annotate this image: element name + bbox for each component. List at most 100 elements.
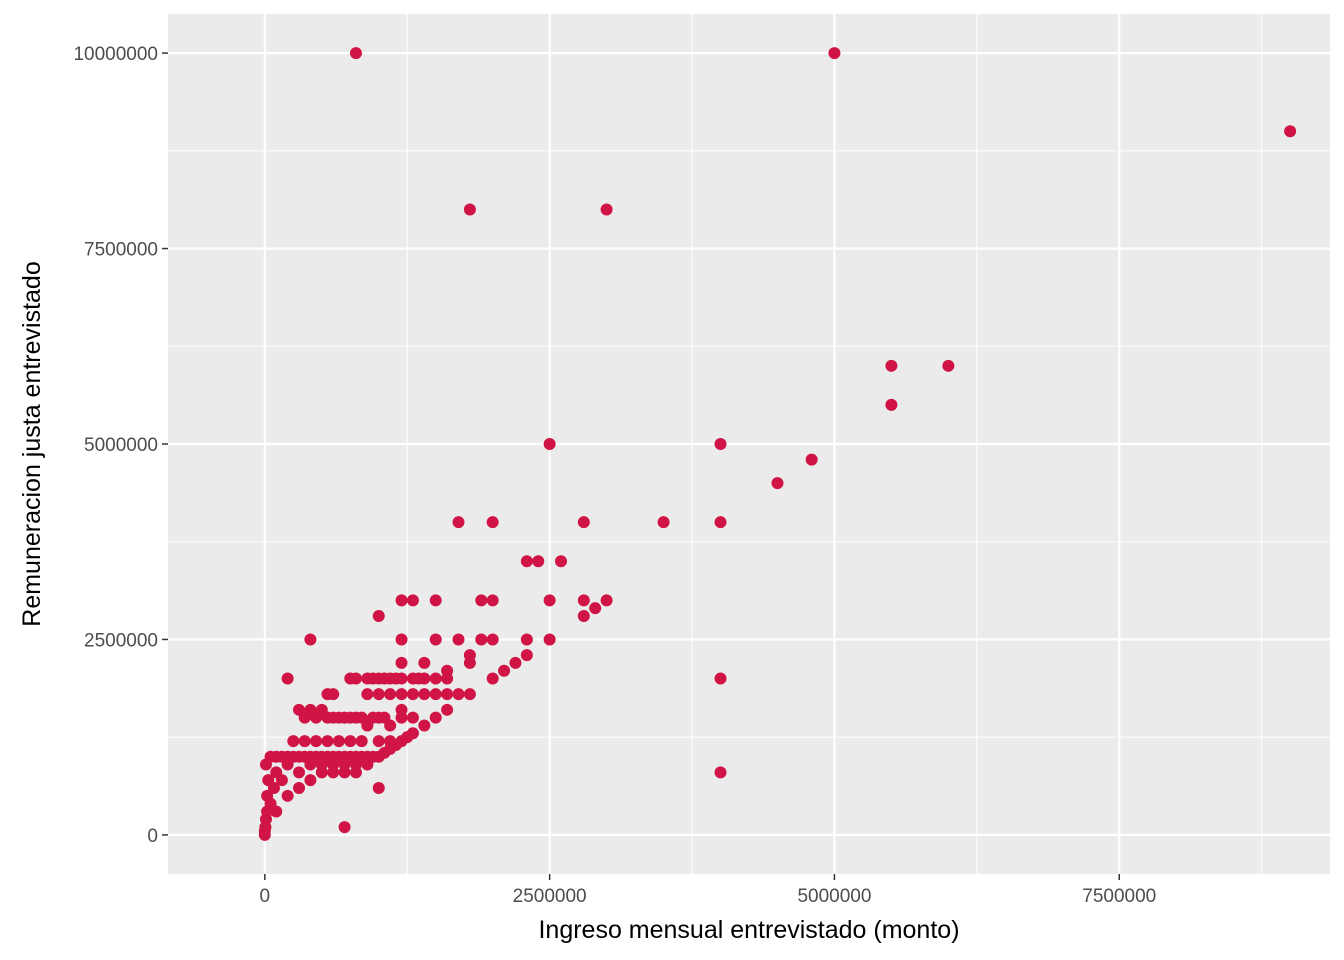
data-point: [942, 359, 955, 372]
x-axis-ticks: 0 2500000 5000000 7500000: [260, 874, 1156, 907]
data-point: [406, 688, 419, 701]
data-point: [281, 789, 294, 802]
y-tick-label: 2500000: [84, 630, 158, 651]
data-point: [327, 711, 340, 724]
data-point: [429, 594, 442, 607]
data-point: [589, 602, 602, 615]
y-tick-label: 10000000: [73, 44, 158, 65]
data-point: [372, 711, 385, 724]
data-point: [344, 735, 357, 748]
data-point: [498, 664, 511, 677]
y-axis-ticks: 0 2500000 5000000 7500000 10000000: [73, 44, 168, 847]
data-point: [349, 711, 362, 724]
data-point: [714, 766, 727, 779]
data-point: [543, 633, 556, 646]
data-point: [372, 735, 385, 748]
data-point: [310, 735, 323, 748]
data-point: [395, 633, 408, 646]
data-point: [310, 711, 323, 724]
data-point: [372, 782, 385, 794]
data-point: [293, 782, 306, 794]
y-axis-title: Remuneracion justa entrevistado: [18, 261, 46, 626]
data-point: [600, 203, 613, 216]
data-point: [486, 633, 499, 646]
y-tick-label: 7500000: [84, 240, 158, 261]
data-point: [475, 594, 488, 607]
data-point: [714, 672, 727, 685]
data-point: [304, 633, 317, 646]
data-point: [1284, 125, 1297, 138]
data-point: [355, 735, 368, 748]
data-point: [429, 711, 442, 724]
data-point: [463, 656, 476, 669]
data-point: [771, 477, 784, 490]
x-tick-label: 5000000: [797, 886, 871, 907]
data-point: [885, 398, 898, 411]
data-point: [828, 47, 841, 60]
data-point: [372, 610, 385, 622]
data-point: [520, 649, 533, 662]
data-point: [486, 594, 499, 607]
data-point: [321, 735, 334, 748]
data-point: [486, 672, 499, 685]
data-point: [805, 453, 818, 466]
data-point: [384, 719, 397, 732]
data-point: [543, 594, 556, 607]
data-points: [258, 47, 1297, 841]
data-point: [520, 633, 533, 646]
data-point: [281, 672, 294, 685]
data-point: [441, 688, 454, 701]
data-point: [463, 688, 476, 701]
data-point: [259, 821, 272, 834]
data-point: [298, 735, 311, 748]
data-point: [315, 766, 328, 779]
data-point: [418, 656, 431, 669]
data-point: [577, 610, 590, 622]
data-point: [406, 711, 419, 724]
data-point: [270, 805, 283, 818]
y-tick-label: 0: [147, 826, 158, 847]
data-point: [281, 758, 294, 771]
x-axis-title: Ingreso mensual entrevistado (monto): [538, 916, 959, 944]
data-point: [577, 516, 590, 529]
data-point: [367, 672, 380, 685]
data-point: [321, 688, 334, 701]
data-point: [361, 758, 374, 771]
data-point: [304, 758, 317, 771]
x-tick-label: 7500000: [1082, 886, 1156, 907]
data-point: [378, 746, 391, 759]
data-point: [555, 555, 568, 568]
data-point: [275, 774, 288, 787]
data-point: [395, 594, 408, 607]
data-point: [259, 758, 272, 771]
data-point: [349, 766, 362, 779]
data-point: [463, 203, 476, 216]
data-point: [338, 711, 351, 724]
data-point: [429, 633, 442, 646]
data-point: [452, 633, 465, 646]
data-point: [349, 47, 362, 60]
data-point: [714, 516, 727, 529]
x-tick-label: 2500000: [513, 886, 587, 907]
data-point: [452, 516, 465, 529]
data-point: [327, 766, 340, 779]
data-point: [372, 688, 385, 701]
data-point: [395, 688, 408, 701]
data-point: [441, 672, 454, 685]
data-point: [395, 656, 408, 669]
data-point: [520, 555, 533, 568]
data-point: [532, 555, 545, 568]
data-point: [267, 782, 280, 794]
data-point: [429, 672, 442, 685]
data-point: [384, 688, 397, 701]
data-point: [338, 766, 351, 779]
data-point: [441, 703, 454, 716]
data-point: [344, 672, 357, 685]
data-point: [406, 594, 419, 607]
data-point: [338, 821, 351, 834]
x-tick-label: 0: [260, 886, 271, 907]
data-point: [361, 719, 374, 732]
data-point: [543, 438, 556, 450]
